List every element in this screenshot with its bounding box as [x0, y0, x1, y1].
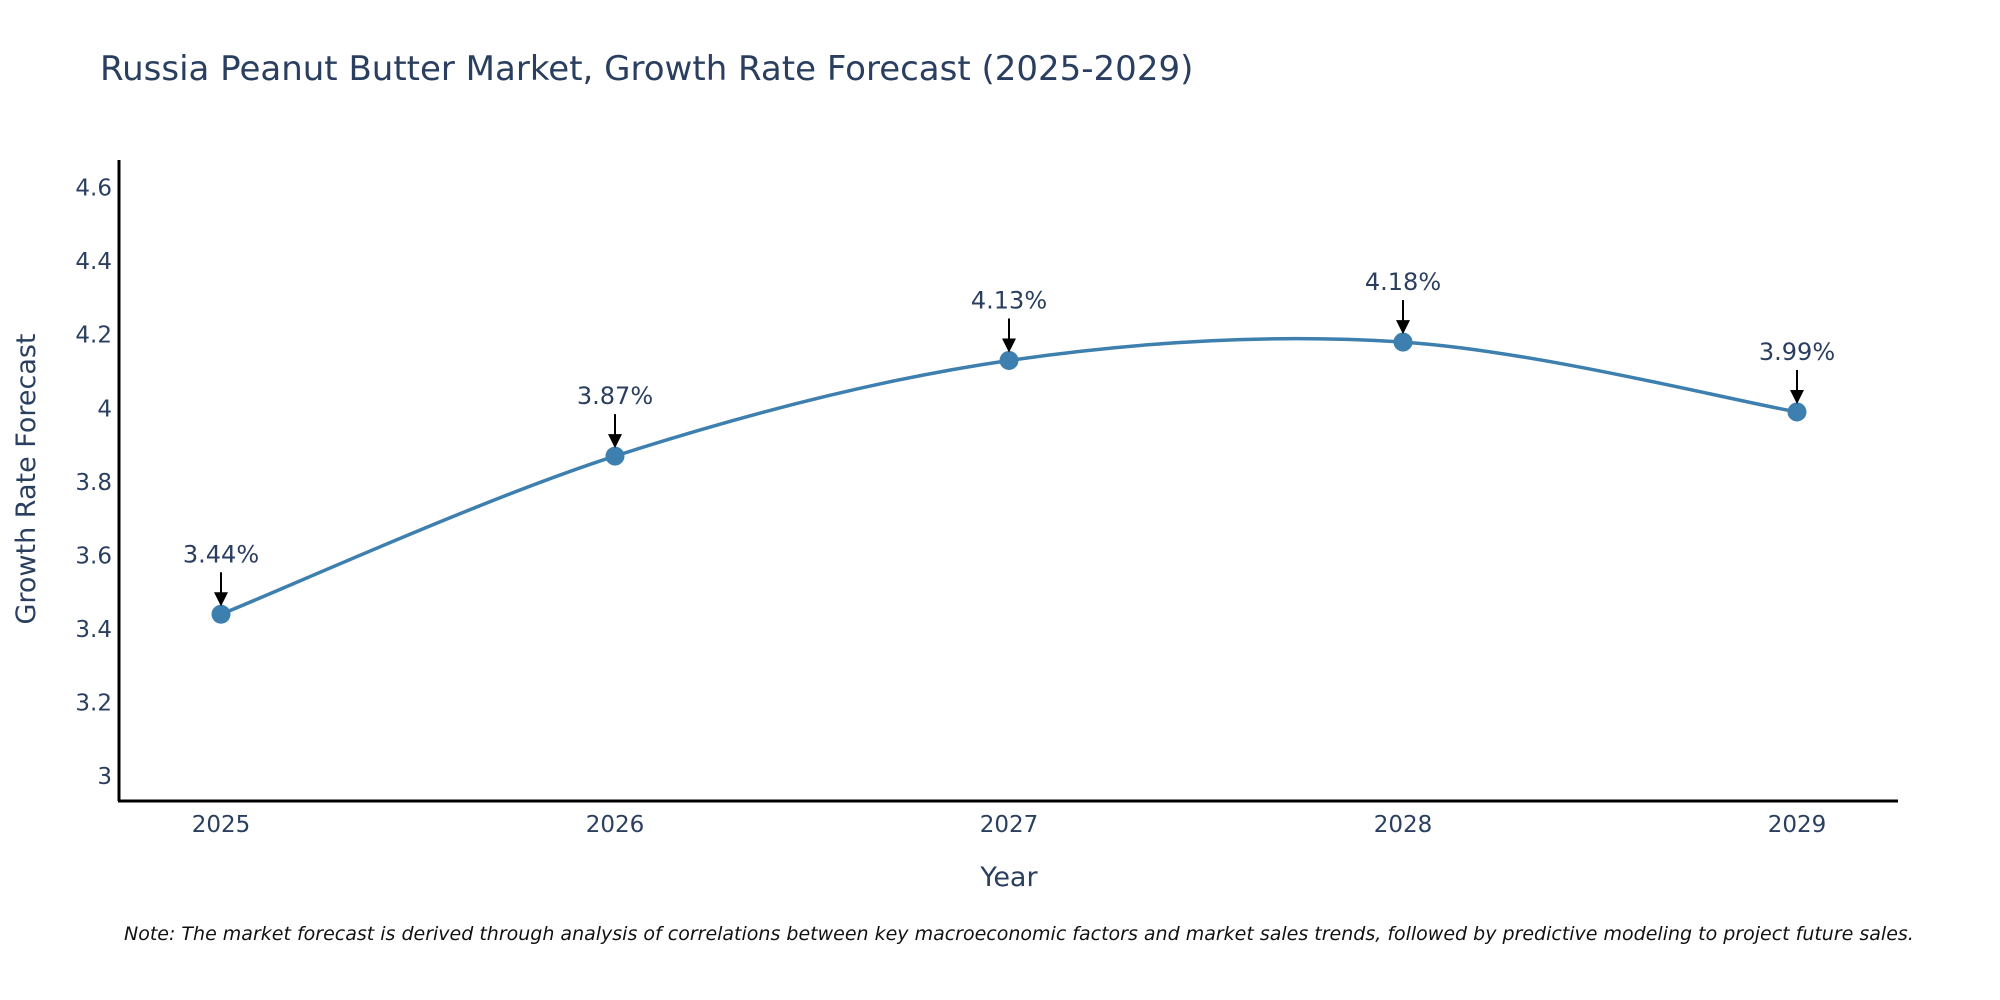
data-points [211, 332, 1807, 624]
annotation-arrow-head-icon [1002, 338, 1016, 353]
y-tick-label: 3.4 [75, 617, 112, 643]
annotation-arrow-head-icon [214, 592, 228, 607]
x-tick-label: 2029 [1768, 812, 1827, 838]
chart-footnote: Note: The market forecast is derived thr… [124, 923, 1914, 945]
data-label-annotations: 3.44% 3.87% 4.13% 4.18% 3.99% [183, 268, 1835, 607]
y-tick-label: 3.8 [75, 470, 112, 496]
x-axis-title: Year [979, 862, 1038, 893]
chart-title: Russia Peanut Butter Market, Growth Rate… [100, 49, 1193, 89]
y-tick-label: 3.6 [75, 543, 112, 569]
series-line-growth-rate [220, 336, 1798, 616]
y-axis-ticks: 3 3.2 3.4 3.6 3.8 4 4.2 4.4 4.6 [75, 176, 112, 791]
data-label: 3.44% [183, 540, 259, 568]
x-tick-label: 2027 [980, 812, 1039, 838]
y-tick-label: 4.4 [75, 249, 112, 275]
x-tick-label: 2026 [586, 812, 645, 838]
y-tick-label: 4.6 [75, 176, 112, 202]
annotation-arrow-head-icon [608, 434, 622, 449]
x-axis-ticks: 2025 2026 2027 2028 2029 [192, 812, 1827, 838]
data-point [1787, 402, 1807, 422]
x-tick-label: 2028 [1374, 812, 1433, 838]
y-tick-label: 3.2 [75, 691, 112, 717]
y-tick-label: 3 [97, 764, 112, 790]
data-label: 3.99% [1759, 338, 1835, 366]
data-point [999, 350, 1019, 370]
data-label: 4.13% [971, 286, 1047, 314]
y-tick-label: 4 [97, 396, 112, 422]
data-point [1393, 332, 1413, 352]
data-label: 4.18% [1365, 268, 1441, 296]
data-point [605, 446, 625, 466]
y-tick-label: 4.2 [75, 323, 112, 349]
y-axis-title: Growth Rate Forecast [11, 333, 42, 624]
data-point [211, 604, 231, 624]
x-tick-label: 2025 [192, 812, 251, 838]
annotation-arrow-head-icon [1790, 389, 1804, 404]
data-label: 3.87% [577, 382, 653, 410]
annotation-arrow-head-icon [1396, 320, 1410, 335]
